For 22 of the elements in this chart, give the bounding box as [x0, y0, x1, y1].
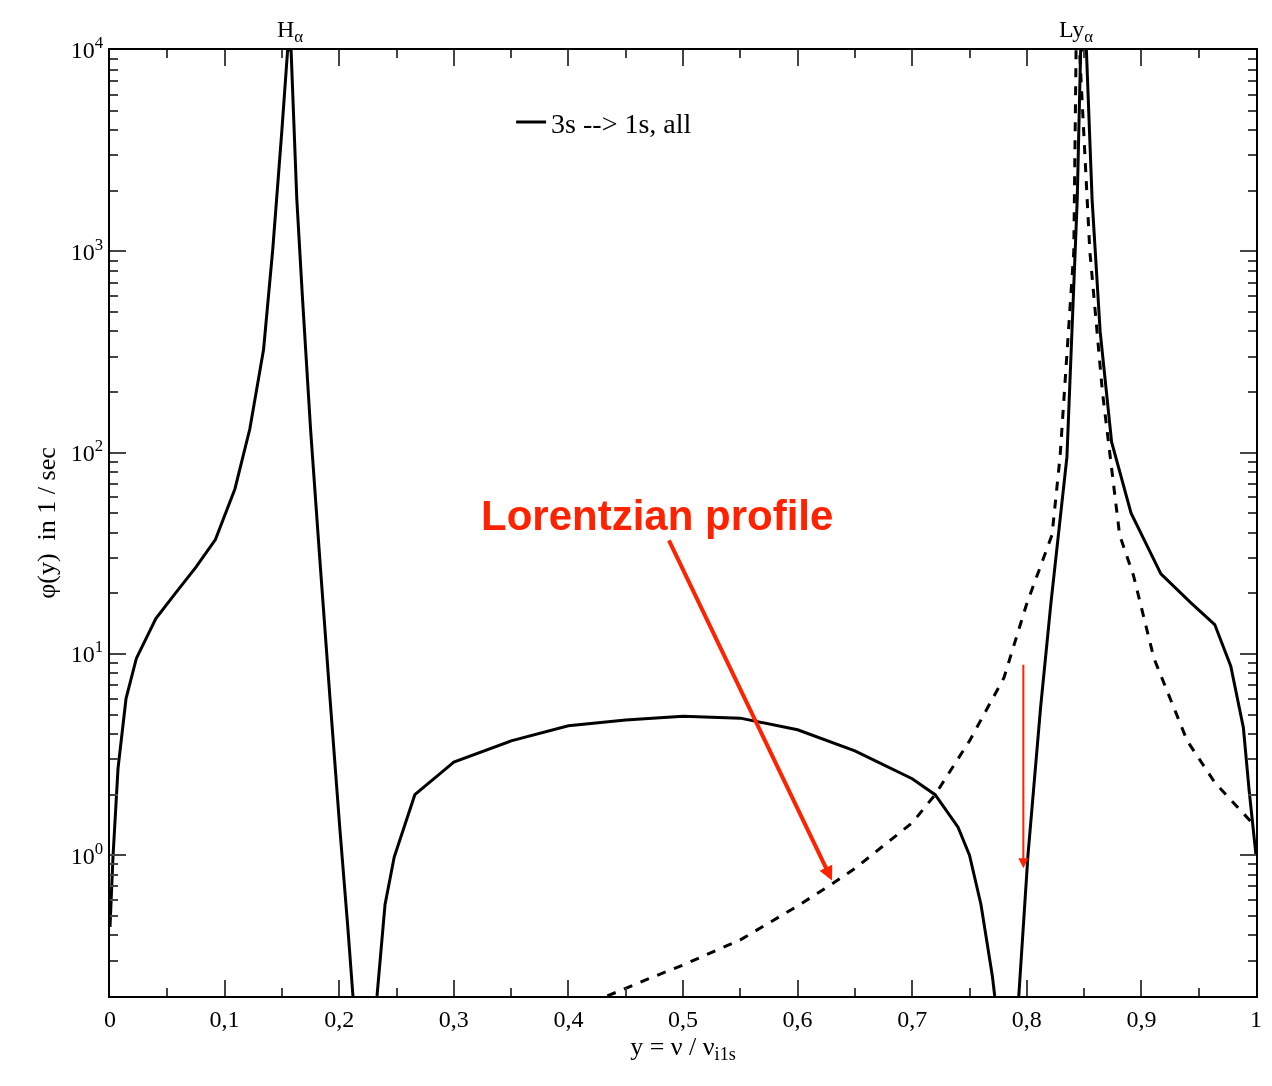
y-tick-label: 10$^{0}$ [70, 838, 104, 869]
x-tick-label: 0,4 [553, 1005, 584, 1032]
x-tick-label: 0,2 [324, 1005, 355, 1032]
y-tick-label: 10$^{4}$ [70, 33, 104, 64]
y-tick-label: 10$^{2}$ [70, 435, 104, 467]
annotation: H$_{α}$ [277, 16, 304, 47]
x-tick-label: 0,1 [209, 1005, 240, 1032]
y-tick-label: 10$^{3}$ [70, 234, 104, 265]
x-tick-label: 0,7 [897, 1005, 928, 1032]
x-tick-label: 1 [1250, 1005, 1262, 1032]
y-tick-label: 10$^{1}$ [70, 637, 104, 668]
x-tick-label: 0,8 [1011, 1005, 1042, 1032]
x-tick-label: 0,6 [782, 1005, 813, 1032]
x-tick-label: 0 [104, 1005, 116, 1032]
y-axis-title: φ(y) in 1 / sec [31, 447, 61, 599]
annotation: Ly$_{α}$ [1059, 16, 1094, 47]
x-axis-title: y = ν / ν$_{i1s}$ [630, 1031, 736, 1065]
x-tick-label: 0,3 [438, 1005, 469, 1032]
x-tick-label: 0,5 [668, 1005, 698, 1032]
x-tick-label: 0,9 [1126, 1005, 1157, 1032]
annotation: Lorentzian profile [481, 492, 834, 539]
legend-label: 3s --> 1s, all [551, 107, 692, 139]
